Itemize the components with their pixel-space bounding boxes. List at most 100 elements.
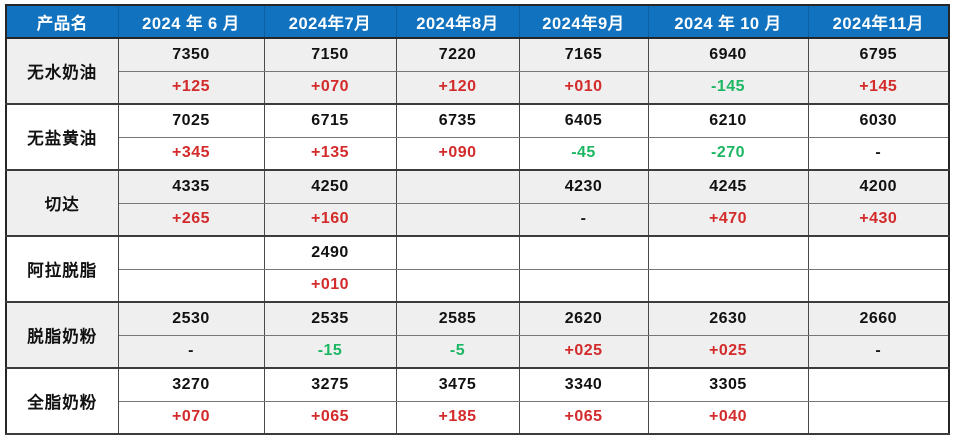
- column-header: 2024年11月: [807, 5, 950, 39]
- price-cell: 2530: [117, 302, 265, 336]
- table-row: 脱脂奶粉 2530 2535 2585 2620 2630 2660: [5, 302, 950, 369]
- price-table-container: 产品名 2024 年 6 月 2024年7月 2024年8月 2024年9月 2024 年…: [5, 4, 950, 435]
- header-row: 产品名 2024 年 6 月 2024年7月 2024年8月 2024年9月 2024 年…: [5, 5, 950, 39]
- price-cell: [807, 236, 950, 270]
- change-cell: -270: [647, 137, 809, 171]
- price-cell: [117, 236, 265, 270]
- table-row: +125 +070 +120 +010 -145 +145: [6, 71, 950, 105]
- price-cell: 6030: [807, 104, 950, 138]
- price-cell: 7350: [117, 38, 265, 72]
- column-header: 2024年9月: [518, 5, 649, 39]
- price-cell: 6940: [647, 38, 809, 72]
- change-cell: +010: [263, 269, 397, 303]
- change-cell: [395, 269, 520, 303]
- price-cell: 7220: [395, 38, 520, 72]
- price-cell: [807, 368, 950, 402]
- price-cell: 2585: [395, 302, 520, 336]
- change-cell: [807, 269, 950, 303]
- table-row: +010: [6, 269, 950, 303]
- price-cell: 3275: [263, 368, 397, 402]
- change-cell: [807, 401, 950, 435]
- change-cell: +120: [395, 71, 520, 105]
- change-cell: -: [807, 335, 950, 369]
- change-cell: +010: [518, 71, 649, 105]
- price-cell: 7165: [518, 38, 649, 72]
- table-row: 无水奶油 7350 7150 7220 7165 6940 6795: [5, 38, 950, 105]
- column-header: 2024 年 10 月: [647, 5, 809, 39]
- price-cell: 4245: [647, 170, 809, 204]
- product-name-cell: 阿拉脱脂: [5, 236, 119, 303]
- table-row: 切达 4335 4250 4230 4245 4200: [5, 170, 950, 237]
- price-cell: 7150: [263, 38, 397, 72]
- table-row: +345 +135 +090 -45 -270-: [6, 137, 950, 171]
- table-row: +070 +065 +185 +065 +040: [6, 401, 950, 435]
- price-cell: 4335: [117, 170, 265, 204]
- product-name-cell: 切达: [5, 170, 119, 237]
- column-header: 2024年8月: [395, 5, 520, 39]
- change-cell: +185: [395, 401, 520, 435]
- price-cell: 6210: [647, 104, 809, 138]
- change-cell: +065: [518, 401, 649, 435]
- change-cell: +070: [263, 71, 397, 105]
- price-cell: 4250: [263, 170, 397, 204]
- change-cell: -: [807, 137, 950, 171]
- change-cell: +065: [263, 401, 397, 435]
- price-cell: 3340: [518, 368, 649, 402]
- change-cell: [395, 203, 520, 237]
- product-name-cell: 全脂奶粉: [5, 368, 119, 435]
- change-cell: +470: [647, 203, 809, 237]
- table-row: +265 +160 - +470 +430: [6, 203, 950, 237]
- price-cell: 7025: [117, 104, 265, 138]
- change-cell: +125: [117, 71, 265, 105]
- change-cell: +135: [263, 137, 397, 171]
- table-row: 全脂奶粉 3270 3275 3475 3340 3305: [5, 368, 950, 435]
- table-body: 无水奶油 7350 7150 7220 7165 6940 6795 +125 +070 +120…: [5, 38, 950, 435]
- change-cell: +265: [117, 203, 265, 237]
- change-cell: +025: [518, 335, 649, 369]
- price-cell: 2660: [807, 302, 950, 336]
- change-cell: [518, 269, 649, 303]
- change-cell: +430: [807, 203, 950, 237]
- change-cell: -: [117, 335, 265, 369]
- table-row: 阿拉脱脂 2490: [5, 236, 950, 303]
- column-header: 产品名: [5, 5, 119, 39]
- change-cell: -15: [263, 335, 397, 369]
- price-cell: 3475: [395, 368, 520, 402]
- price-cell: 2535: [263, 302, 397, 336]
- change-cell: +160: [263, 203, 397, 237]
- column-header: 2024 年 6 月: [117, 5, 265, 39]
- change-cell: +025: [647, 335, 809, 369]
- price-cell: 2630: [647, 302, 809, 336]
- price-cell: [395, 236, 520, 270]
- price-cell: 2490: [263, 236, 397, 270]
- change-cell: +345: [117, 137, 265, 171]
- table-row: 无盐黄油 7025 6715 6735 6405 6210 6030: [5, 104, 950, 171]
- price-cell: 2620: [518, 302, 649, 336]
- price-cell: [395, 170, 520, 204]
- change-cell: +090: [395, 137, 520, 171]
- price-cell: 6735: [395, 104, 520, 138]
- product-name-cell: 无盐黄油: [5, 104, 119, 171]
- price-cell: 6715: [263, 104, 397, 138]
- change-cell: +040: [647, 401, 809, 435]
- price-cell: 6795: [807, 38, 950, 72]
- change-cell: -: [518, 203, 649, 237]
- change-cell: -45: [518, 137, 649, 171]
- change-cell: -145: [647, 71, 809, 105]
- table-row: - -15 -5 +025 +025-: [6, 335, 950, 369]
- price-cell: 3270: [117, 368, 265, 402]
- change-cell: -5: [395, 335, 520, 369]
- price-cell: 3305: [647, 368, 809, 402]
- column-header: 2024年7月: [263, 5, 397, 39]
- change-cell: [647, 269, 809, 303]
- price-cell: 4230: [518, 170, 649, 204]
- price-cell: 6405: [518, 104, 649, 138]
- product-name-cell: 脱脂奶粉: [5, 302, 119, 369]
- change-cell: +145: [807, 71, 950, 105]
- price-cell: [647, 236, 809, 270]
- product-name-cell: 无水奶油: [5, 38, 119, 105]
- price-cell: 4200: [807, 170, 950, 204]
- dairy-price-table: 产品名 2024 年 6 月 2024年7月 2024年8月 2024年9月 2024 年…: [5, 4, 950, 435]
- change-cell: [117, 269, 265, 303]
- price-cell: [518, 236, 649, 270]
